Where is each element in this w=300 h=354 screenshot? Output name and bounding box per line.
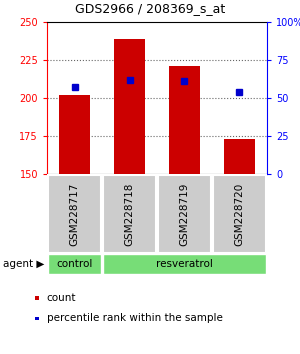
- Bar: [59, 95, 90, 174]
- Text: GSM228717: GSM228717: [70, 182, 80, 246]
- Text: agent ▶: agent ▶: [3, 259, 44, 269]
- Text: GSM228720: GSM228720: [235, 182, 244, 246]
- Bar: [158, 175, 211, 253]
- Text: resveratrol: resveratrol: [156, 259, 213, 269]
- Bar: [169, 66, 200, 174]
- Bar: [103, 255, 266, 274]
- Bar: [35, 296, 39, 300]
- Text: GSM228718: GSM228718: [124, 182, 134, 246]
- Text: control: control: [56, 259, 93, 269]
- Text: GDS2966 / 208369_s_at: GDS2966 / 208369_s_at: [75, 2, 225, 15]
- Bar: [114, 39, 145, 174]
- Bar: [224, 139, 255, 174]
- Text: count: count: [46, 293, 76, 303]
- Text: percentile rank within the sample: percentile rank within the sample: [46, 313, 223, 324]
- Bar: [103, 175, 157, 253]
- Bar: [212, 175, 266, 253]
- Text: GSM228719: GSM228719: [179, 182, 190, 246]
- Bar: [48, 255, 101, 274]
- Bar: [48, 175, 101, 253]
- Bar: [35, 316, 39, 320]
